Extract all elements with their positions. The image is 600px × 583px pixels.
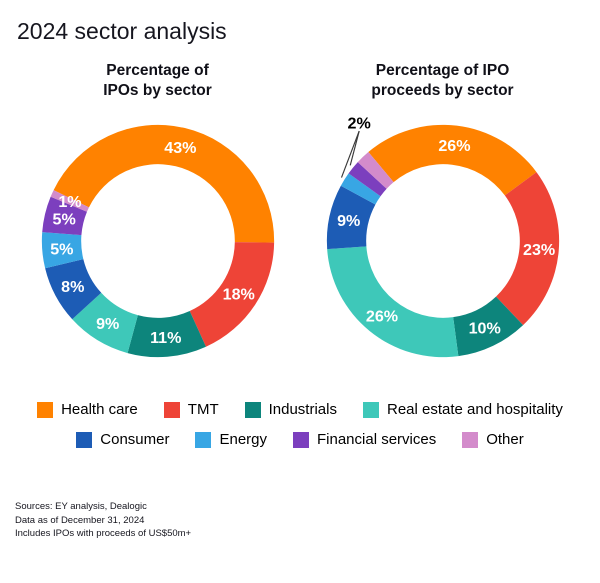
slice-value-label-health-care: 43% [164,139,196,157]
donut-slice-energy [41,232,83,269]
legend-row-2: Consumer Energy Financial services Other [76,431,524,448]
legend: Health care TMT Industrials Real estate … [15,401,585,448]
legend-item-other: Other [462,431,524,448]
chart-ipo-proceeds-by-sector: Percentage of IPO proceeds by sector 26%… [300,61,585,375]
donut-slice-other [50,190,89,213]
chart-title-line: proceeds by sector [371,82,514,100]
legend-label-real-estate-and-hospitality: Real estate and hospitality [386,401,563,419]
legend-label-health-care: Health care [61,401,138,419]
slice-value-label-consumer: 8% [61,278,84,296]
footnote-sources: Sources: EY analysis, Dealogic [15,501,147,513]
donut-slice-real-estate-and-hospitality [71,293,138,354]
legend-label-industrials: Industrials [268,401,337,419]
donut-slice-other [357,152,394,190]
footnote-data-as-of: Data as of December 31, 2024 [15,514,145,526]
page-title: 2024 sector analysis [17,18,227,44]
slice-value-label-other: 1% [58,193,81,211]
footnote-inclusion-criteria: Includes IPOs with proceeds of US$50m+ [15,527,192,539]
donut-slice-energy [340,173,381,205]
slice-value-label-real-estate-and-hospitality: 26% [365,308,397,326]
legend-swatch-real-estate-and-hospitality [362,401,379,418]
chart-title-ipos-by-sector: Percentage of IPOs by sector [103,61,212,101]
legend-row-1: Health care TMT Industrials Real estate … [37,401,563,418]
slice-value-label-tmt: 18% [222,286,254,304]
chart-ipos-by-sector: Percentage of IPOs by sector 43% 18% 11% 9%… [15,61,300,375]
legend-item-health-care: Health care [37,401,138,418]
donut-slice-real-estate-and-hospitality [326,246,458,358]
legend-item-tmt: TMT [163,401,219,419]
chart-title-line: Percentage of [106,62,209,79]
slice-value-label-industrials: 10% [468,320,500,338]
legend-label-tmt: TMT [187,401,219,419]
donut-slice-tmt [495,172,559,326]
legend-swatch-tmt [163,401,180,418]
legend-swatch-other [462,431,479,448]
legend-label-financial-services: Financial services [317,431,437,449]
legend-item-real-estate-and-hospitality: Real estate and hospitality [362,401,563,419]
legend-label-energy: Energy [219,431,267,449]
donut-chart-ipo-proceeds-by-sector: 26% 23% 10% 26% 9% 2% [326,115,559,358]
donut-slice-consumer [44,259,101,320]
legend-label-other: Other [486,431,524,449]
slice-value-label-tmt: 23% [523,241,555,259]
callout-leader-line [349,131,360,166]
slice-value-label-health-care: 26% [438,137,470,155]
legend-swatch-energy [195,431,212,448]
callout-leader-line [340,131,360,179]
legend-item-financial-services: Financial services [293,431,436,448]
donut-slice-financial-services [348,162,387,197]
legend-swatch-industrials [244,401,261,418]
legend-swatch-financial-services [293,431,309,448]
legend-label-consumer: Consumer [100,431,170,449]
chart-title-line: IPOs by sector [103,82,212,100]
legend-swatch-health-care [37,401,54,418]
donut-slice-industrials [127,311,206,358]
slice-value-label-industrials: 11% [150,329,181,347]
legend-swatch-consumer [76,431,93,448]
donut-slice-industrials [452,296,523,357]
chart-title-ipo-proceeds-by-sector: Percentage of IPO proceeds by sector [371,61,513,101]
legend-item-industrials: Industrials [244,401,337,419]
footnotes: Sources: EY analysis, Dealogic Data as o… [15,500,585,540]
donut-slice-health-care [367,125,536,196]
callout-label: 2% [347,115,370,133]
donut-slice-health-care [53,125,274,243]
donut-slice-tmt [189,242,274,348]
slice-value-label-energy: 5% [50,241,73,259]
slice-value-label-consumer: 9% [337,213,360,231]
slice-value-label-financial-services: 5% [52,211,75,229]
charts-row: Percentage of IPOs by sector 43% 18% 11% 9%… [15,61,585,375]
slice-value-label-real-estate-and-hospitality: 9% [96,315,119,333]
legend-item-consumer: Consumer [76,431,169,448]
chart-title-line: Percentage of IPO [375,62,510,79]
donut-slice-consumer [326,186,375,250]
donut-slice-financial-services [41,197,87,236]
donut-chart-ipos-by-sector: 43%18%11%9%8%5%5%1% [41,125,274,358]
legend-item-energy: Energy [195,431,267,448]
